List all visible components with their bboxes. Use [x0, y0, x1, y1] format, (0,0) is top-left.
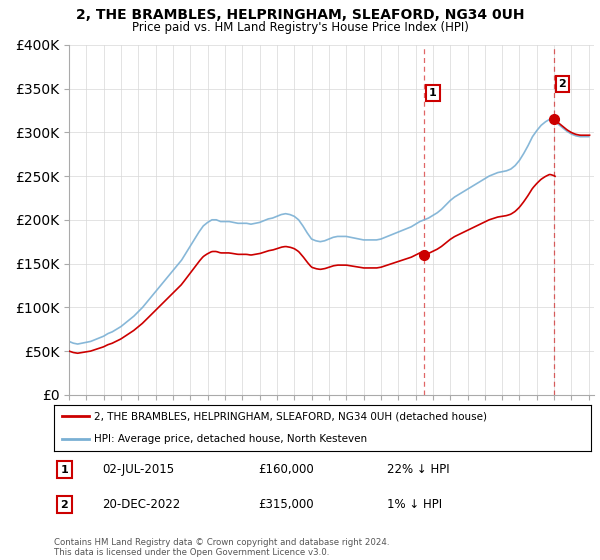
Text: 2, THE BRAMBLES, HELPRINGHAM, SLEAFORD, NG34 0UH (detached house): 2, THE BRAMBLES, HELPRINGHAM, SLEAFORD, … [94, 412, 487, 421]
Text: 2: 2 [61, 500, 68, 510]
Text: HPI: Average price, detached house, North Kesteven: HPI: Average price, detached house, Nort… [94, 435, 367, 444]
Text: £160,000: £160,000 [258, 463, 314, 476]
Text: 1: 1 [61, 465, 68, 475]
Text: 22% ↓ HPI: 22% ↓ HPI [387, 463, 449, 476]
Text: Contains HM Land Registry data © Crown copyright and database right 2024.
This d: Contains HM Land Registry data © Crown c… [54, 538, 389, 557]
Text: 20-DEC-2022: 20-DEC-2022 [103, 498, 181, 511]
Text: 2: 2 [559, 79, 566, 89]
Text: 1% ↓ HPI: 1% ↓ HPI [387, 498, 442, 511]
Text: £315,000: £315,000 [258, 498, 314, 511]
Text: 2, THE BRAMBLES, HELPRINGHAM, SLEAFORD, NG34 0UH: 2, THE BRAMBLES, HELPRINGHAM, SLEAFORD, … [76, 8, 524, 22]
Text: 1: 1 [429, 88, 437, 98]
Text: Price paid vs. HM Land Registry's House Price Index (HPI): Price paid vs. HM Land Registry's House … [131, 21, 469, 34]
Text: 02-JUL-2015: 02-JUL-2015 [103, 463, 175, 476]
